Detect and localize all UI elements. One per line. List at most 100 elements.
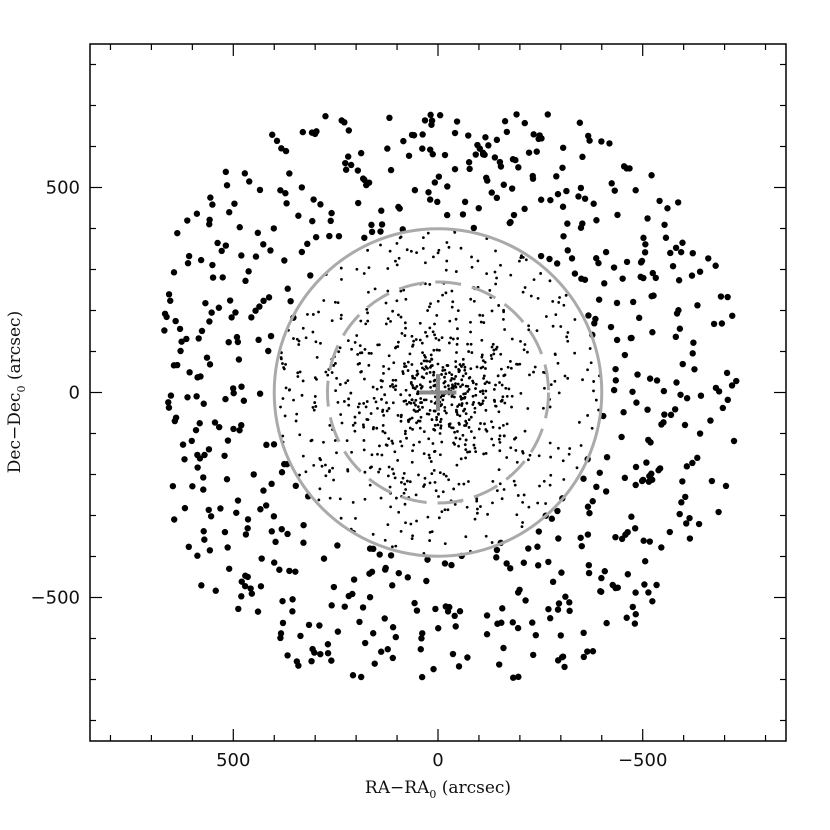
inner-star-point	[418, 408, 421, 412]
inner-star-point	[385, 409, 389, 413]
inner-star-point	[441, 366, 445, 369]
inner-star-point	[586, 414, 590, 417]
inner-star-point	[452, 487, 456, 491]
inner-star-point	[433, 333, 436, 337]
outer-star-point	[649, 269, 656, 277]
outer-star-point	[286, 170, 293, 177]
outer-star-point	[479, 151, 487, 158]
outer-star-point	[558, 569, 565, 576]
inner-star-point	[394, 378, 398, 382]
inner-star-point	[456, 382, 460, 386]
inner-star-point	[594, 398, 598, 402]
inner-star-point	[340, 278, 343, 281]
inner-star-point	[445, 259, 449, 263]
outer-star-point	[283, 200, 290, 207]
outer-star-point	[417, 646, 424, 653]
inner-star-point	[377, 470, 380, 474]
inner-star-point	[467, 376, 471, 380]
outer-star-point	[240, 397, 248, 404]
inner-star-point	[351, 500, 355, 504]
inner-star-point	[509, 359, 512, 363]
inner-star-point	[370, 453, 374, 457]
inner-star-point	[492, 348, 496, 352]
outer-star-point	[733, 377, 740, 385]
outer-star-point	[598, 138, 605, 145]
inner-star-point	[410, 416, 414, 420]
outer-star-point	[696, 268, 704, 275]
outer-star-point	[522, 597, 529, 604]
outer-star-point	[342, 159, 349, 167]
outer-star-point	[278, 469, 286, 476]
outer-star-point	[638, 257, 646, 265]
inner-star-point	[442, 381, 446, 385]
inner-star-point	[502, 317, 505, 321]
outer-star-point	[205, 506, 212, 514]
inner-star-point	[358, 402, 361, 406]
inner-star-point	[429, 400, 433, 403]
outer-star-point	[728, 382, 736, 389]
inner-star-point	[383, 538, 387, 542]
inner-star-point	[460, 378, 464, 382]
inner-star-point	[314, 340, 318, 344]
inner-star-point	[499, 352, 503, 356]
inner-star-point	[459, 395, 463, 398]
inner-star-point	[464, 419, 468, 423]
inner-star-point	[295, 412, 299, 416]
outer-star-point	[179, 441, 187, 448]
inner-star-point	[366, 319, 370, 323]
inner-star-point	[392, 361, 396, 365]
inner-star-point	[455, 463, 459, 467]
inner-star-point	[414, 338, 418, 341]
inner-star-point	[441, 293, 444, 297]
inner-star-point	[333, 439, 337, 442]
inner-star-point	[470, 255, 473, 259]
outer-star-point	[365, 179, 373, 186]
inner-star-point	[443, 405, 447, 409]
inner-star-point	[353, 421, 357, 425]
inner-star-point	[475, 499, 479, 503]
inner-star-point	[548, 441, 552, 445]
outer-star-point	[194, 552, 201, 559]
inner-star-point	[448, 371, 451, 375]
outer-star-point	[322, 113, 329, 120]
outer-star-point	[224, 544, 231, 551]
inner-star-point	[523, 429, 527, 433]
outer-star-point	[483, 612, 491, 619]
outer-star-point	[465, 132, 472, 139]
inner-star-point	[457, 370, 461, 374]
outer-star-point	[371, 660, 378, 667]
inner-star-point	[484, 451, 488, 455]
inner-star-point	[331, 466, 334, 470]
outer-star-point	[634, 371, 641, 378]
inner-star-point	[464, 392, 467, 395]
outer-star-point	[276, 566, 283, 573]
inner-star-point	[437, 495, 440, 498]
inner-star-point	[435, 415, 439, 419]
inner-star-point	[498, 381, 501, 384]
outer-star-point	[708, 477, 716, 485]
outer-star-point	[653, 581, 660, 589]
outer-star-point	[500, 644, 507, 652]
outer-star-point	[205, 446, 213, 453]
outer-star-point	[676, 510, 683, 518]
outer-star-point	[165, 404, 173, 411]
inner-star-point	[404, 326, 407, 330]
inner-star-point	[441, 398, 445, 402]
inner-star-point	[509, 366, 513, 370]
outer-star-point	[284, 530, 291, 538]
outer-star-point	[206, 361, 214, 368]
inner-star-point	[330, 371, 334, 374]
outer-star-point	[341, 603, 348, 610]
outer-star-point	[186, 369, 193, 376]
outer-star-point	[178, 338, 185, 345]
inner-star-point	[485, 237, 489, 241]
outer-star-point	[515, 164, 522, 171]
outer-star-point	[194, 464, 201, 471]
inner-star-point	[471, 379, 475, 383]
outer-star-point	[724, 293, 731, 301]
outer-star-point	[635, 314, 643, 322]
inner-star-point	[410, 363, 414, 366]
outer-star-point	[395, 203, 402, 211]
outer-star-point	[270, 225, 278, 232]
outer-star-point	[161, 327, 168, 334]
